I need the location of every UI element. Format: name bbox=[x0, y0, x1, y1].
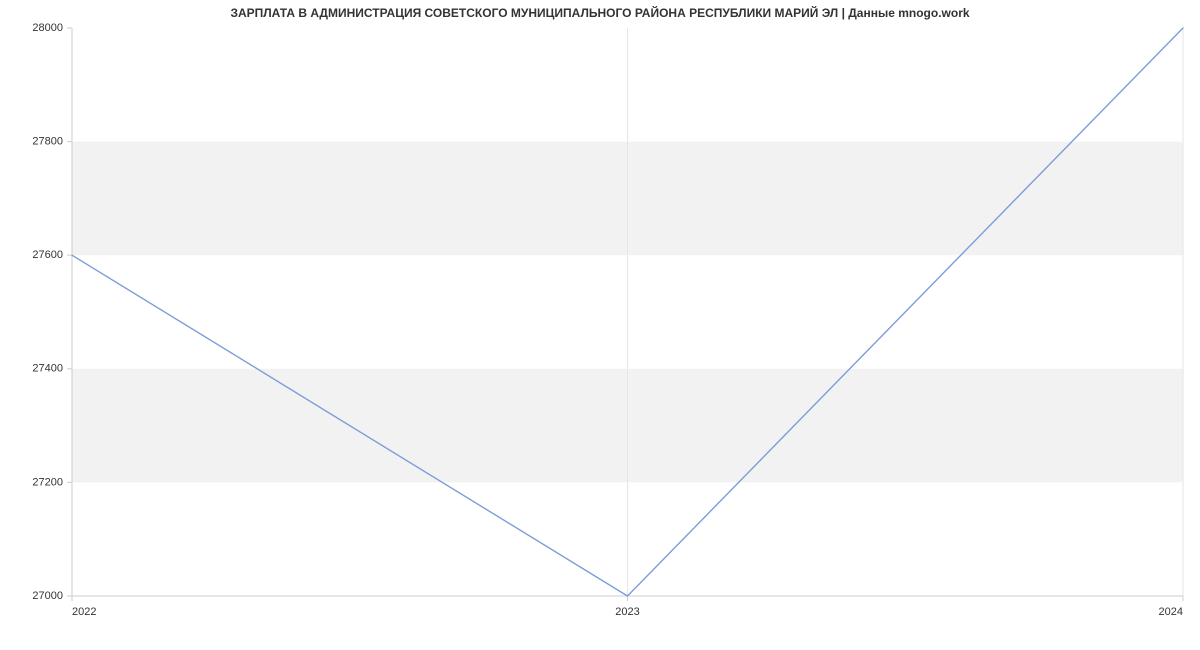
y-tick-label: 28000 bbox=[32, 22, 63, 34]
x-tick-label: 2024 bbox=[1159, 606, 1183, 618]
y-tick-label: 27000 bbox=[32, 590, 63, 602]
x-tick-label: 2023 bbox=[615, 606, 639, 618]
x-tick-label: 2022 bbox=[72, 606, 96, 618]
y-tick-label: 27400 bbox=[32, 363, 63, 375]
y-tick-label: 27200 bbox=[32, 476, 63, 488]
y-tick-label: 27800 bbox=[32, 136, 63, 148]
chart-svg: 27000 27200 27400 27600 27800 28000 2022 2023 20… bbox=[0, 0, 1200, 650]
salary-line-chart: ЗАРПЛАТА В АДМИНИСТРАЦИЯ СОВЕТСКОГО МУНИ… bbox=[0, 0, 1200, 650]
y-tick-label: 27600 bbox=[32, 249, 63, 261]
